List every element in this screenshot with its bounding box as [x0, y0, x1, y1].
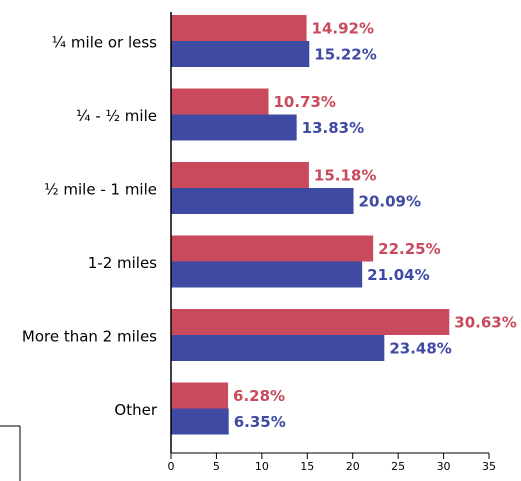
- bar-series-2: [171, 114, 297, 141]
- x-tick-label: 30: [437, 460, 451, 473]
- category-label: ¼ - ½ mile: [76, 107, 157, 125]
- category-label: Other: [114, 401, 157, 419]
- category-label: ½ mile - 1 mile: [44, 181, 157, 199]
- data-label-series-2: 13.83%: [302, 119, 364, 137]
- x-tick-label: 5: [213, 460, 220, 473]
- x-tick-label: 35: [482, 460, 496, 473]
- bar-series-2: [171, 41, 310, 67]
- data-label-series-1: 10.73%: [273, 93, 335, 111]
- bar-series-1: [171, 162, 309, 188]
- data-label-series-1: 22.25%: [378, 240, 440, 258]
- x-tick-label: 20: [346, 460, 360, 473]
- category-label: More than 2 miles: [22, 328, 157, 346]
- data-label-series-1: 15.18%: [314, 167, 376, 185]
- category-labels-group: ¼ mile or less ¼ - ½ mile ½ mile - 1 mile 1…: [22, 34, 158, 420]
- bar-series-1: [171, 309, 450, 335]
- data-label-series-1: 6.28%: [233, 387, 285, 405]
- category-label: ¼ mile or less: [52, 34, 158, 52]
- category-label: 1-2 miles: [88, 254, 157, 272]
- bar-series-2: [171, 188, 354, 214]
- x-tick-label: 0: [168, 460, 175, 473]
- axis-group: 0 5 10 15 20 25 30 35: [168, 12, 496, 473]
- x-tick-label: 10: [255, 460, 269, 473]
- data-label-series-1: 14.92%: [312, 20, 374, 38]
- bar-series-1: [171, 15, 307, 41]
- data-label-series-1: 30.63%: [454, 314, 516, 332]
- data-label-series-2: 21.04%: [367, 266, 429, 284]
- bar-series-2: [171, 335, 385, 361]
- bar-series-1: [171, 382, 229, 409]
- data-label-series-2: 6.35%: [234, 413, 286, 431]
- bars-group: [171, 15, 450, 435]
- data-labels-group: 14.92% 15.22% 10.73% 13.83% 15.18% 20.09% 22.2…: [233, 20, 517, 432]
- data-label-series-2: 23.48%: [389, 340, 451, 358]
- x-tick-label: 25: [391, 460, 405, 473]
- bar-series-1: [171, 88, 269, 115]
- data-label-series-2: 20.09%: [359, 193, 421, 211]
- data-label-series-2: 15.22%: [314, 46, 376, 64]
- x-tick-label: 15: [300, 460, 314, 473]
- bar-series-2: [171, 408, 229, 435]
- bar-series-1: [171, 235, 374, 262]
- bar-series-2: [171, 261, 363, 288]
